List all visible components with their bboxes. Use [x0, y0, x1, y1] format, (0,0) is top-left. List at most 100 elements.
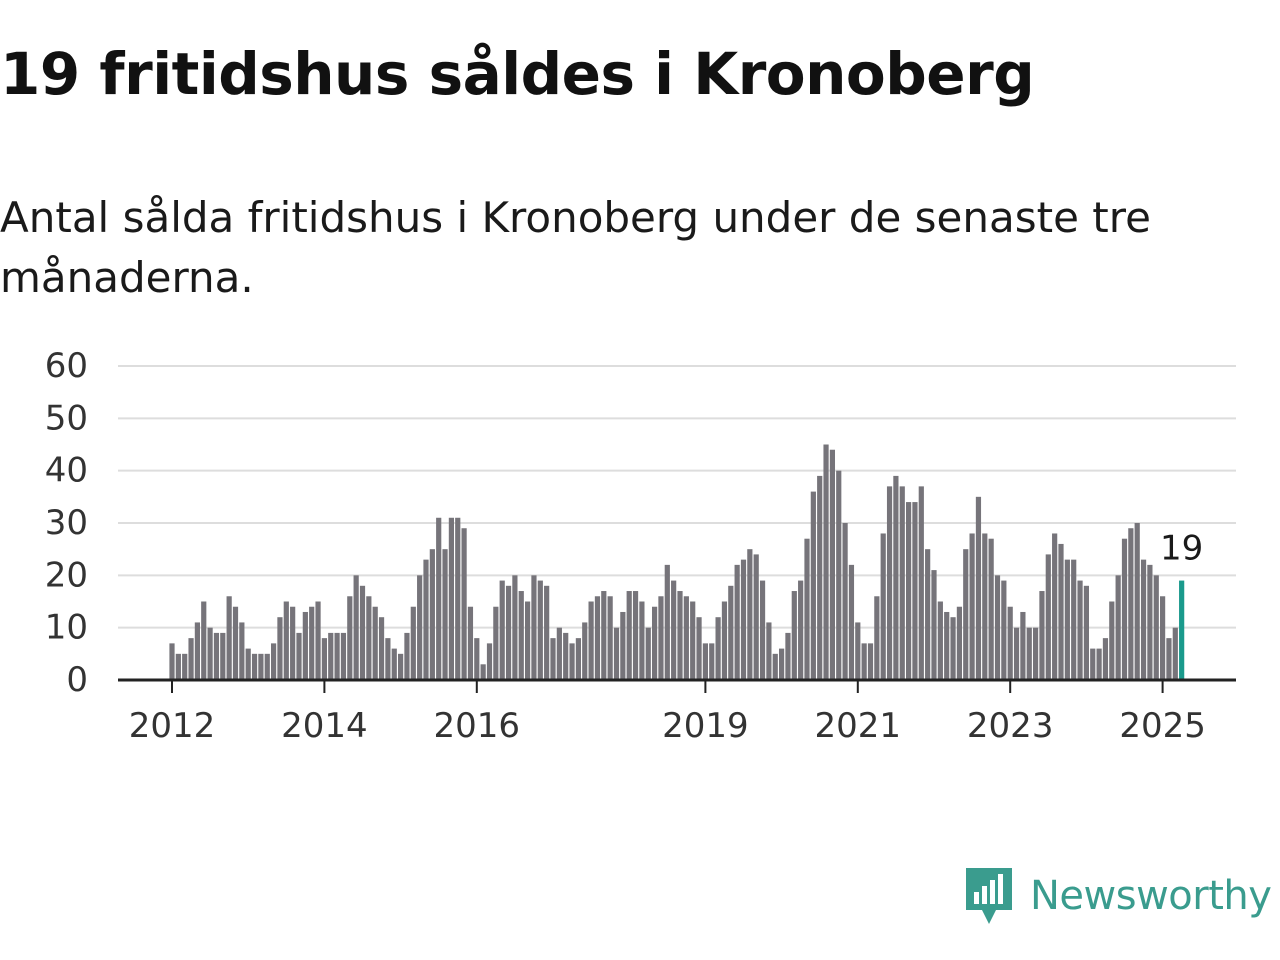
bar — [423, 559, 429, 680]
bar — [664, 564, 670, 680]
bar — [1001, 580, 1007, 680]
bar — [575, 638, 581, 680]
bar — [988, 538, 994, 680]
bar — [906, 502, 912, 680]
bar — [613, 627, 620, 680]
x-tick-label: 2021 — [815, 706, 902, 746]
bar — [734, 564, 740, 680]
bar — [626, 591, 632, 680]
bar — [829, 449, 835, 680]
bar — [912, 502, 918, 680]
bar — [848, 564, 855, 680]
value-annotation: 19 — [1160, 529, 1203, 569]
y-axis-ticks: 0 10 20 30 40 50 60 — [45, 346, 88, 700]
bar — [486, 643, 493, 680]
bar — [1020, 611, 1026, 680]
bar — [1058, 543, 1064, 680]
bar — [264, 653, 270, 680]
bar — [867, 643, 874, 680]
bar — [537, 580, 543, 680]
x-axis — [118, 678, 1236, 693]
bar — [1147, 564, 1153, 680]
bar — [975, 496, 982, 680]
bar — [1052, 533, 1058, 680]
bar — [1096, 648, 1102, 680]
bar — [296, 632, 302, 680]
y-tick-label: 0 — [66, 660, 88, 700]
bar — [239, 622, 245, 680]
bar — [1128, 528, 1134, 680]
bar — [359, 585, 366, 680]
bar — [855, 622, 861, 680]
x-tick-label: 2023 — [967, 706, 1054, 746]
bar — [836, 470, 842, 680]
bar — [556, 627, 562, 680]
bar — [258, 653, 264, 680]
x-axis-ticks: 2012 2014 2016 2019 2021 2023 2025 — [129, 706, 1206, 746]
bar — [810, 491, 816, 680]
bar — [1115, 575, 1121, 680]
bar — [690, 601, 696, 680]
bar — [601, 591, 607, 680]
bar — [340, 632, 347, 680]
bar — [493, 606, 499, 680]
bar — [417, 575, 423, 680]
bar — [823, 444, 829, 680]
annotations: 19 — [1160, 529, 1203, 569]
bar — [321, 638, 327, 680]
bar — [226, 596, 232, 680]
bar — [931, 570, 937, 680]
bar — [639, 601, 645, 680]
bar — [391, 648, 397, 680]
bar — [658, 596, 664, 680]
bar — [505, 585, 512, 680]
bar — [709, 643, 715, 680]
bar — [385, 638, 391, 680]
bar — [588, 601, 594, 680]
bar — [747, 549, 753, 680]
bar — [1083, 585, 1089, 680]
y-tick-label: 10 — [45, 608, 88, 648]
x-tick-label: 2014 — [281, 706, 368, 746]
x-tick-label: 2019 — [662, 706, 749, 746]
bar — [702, 643, 708, 680]
bar — [315, 601, 321, 680]
bar — [232, 606, 239, 680]
bar — [220, 632, 226, 680]
bar — [1166, 638, 1172, 680]
y-tick-label: 50 — [45, 398, 88, 438]
bar — [1134, 523, 1140, 680]
bar — [569, 643, 575, 680]
bar — [474, 638, 480, 680]
bar — [671, 580, 677, 680]
bar — [677, 591, 683, 680]
bar — [283, 601, 289, 680]
bar — [353, 575, 359, 680]
bar — [1013, 627, 1020, 680]
bar — [779, 648, 785, 680]
y-tick-label: 20 — [45, 555, 88, 595]
bar — [245, 648, 251, 680]
bar — [518, 591, 524, 680]
bar — [448, 517, 454, 680]
bar — [201, 601, 207, 680]
bar — [1090, 648, 1096, 680]
bar — [372, 606, 378, 680]
bar — [525, 601, 531, 680]
bar — [582, 622, 588, 680]
bar — [1140, 559, 1147, 680]
bar — [290, 606, 296, 680]
x-tick-label: 2016 — [434, 706, 521, 746]
bar — [182, 653, 188, 680]
chart-subtitle: Antal sålda fritidshus i Kronoberg under… — [0, 193, 1151, 302]
bar — [467, 606, 474, 680]
bars — [169, 444, 1185, 680]
bar — [1033, 627, 1039, 680]
bar — [721, 601, 728, 680]
bar — [309, 606, 315, 680]
bar — [455, 517, 461, 680]
bar — [880, 533, 886, 680]
bar — [772, 653, 778, 680]
bar — [563, 632, 569, 680]
bar — [461, 528, 467, 680]
